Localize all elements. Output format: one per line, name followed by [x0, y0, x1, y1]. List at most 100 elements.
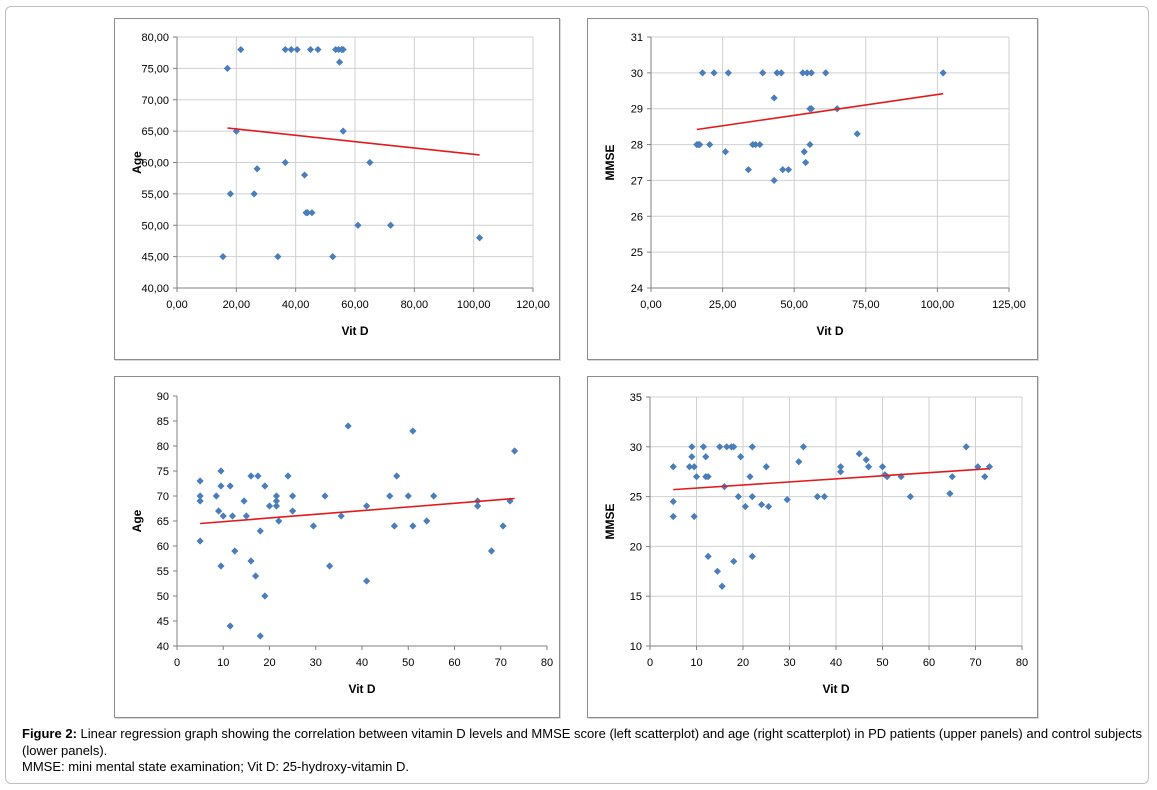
regression-line	[673, 467, 990, 491]
ytick-label: 55	[157, 566, 169, 578]
data-point	[265, 502, 274, 510]
data-point	[758, 500, 766, 509]
data-point	[974, 463, 982, 471]
xtick-label: 100,00	[457, 299, 491, 311]
data-point	[802, 158, 810, 167]
data-point	[409, 427, 417, 435]
ytick-label: 90	[157, 391, 169, 403]
data-point	[228, 512, 237, 520]
data-point	[261, 482, 269, 490]
data-point	[309, 522, 318, 530]
data-point	[669, 463, 677, 471]
y-axis-title: MMSE	[603, 504, 617, 540]
data-point	[252, 572, 260, 580]
data-point	[699, 443, 708, 451]
data-point	[231, 547, 239, 555]
data-point	[770, 94, 778, 102]
data-point	[806, 140, 814, 149]
data-point	[713, 567, 722, 575]
data-point	[272, 502, 281, 510]
xtick-label: 60	[923, 657, 935, 669]
caption-lead: Figure 2:	[22, 726, 77, 741]
data-point	[813, 493, 821, 501]
data-point	[337, 512, 345, 520]
data-point	[404, 492, 412, 500]
data-point	[897, 473, 905, 481]
xtick-label: 120,00	[516, 299, 550, 311]
xtick-label: 50	[876, 657, 888, 669]
xtick-label: 0,00	[166, 299, 187, 311]
data-point	[748, 443, 756, 451]
xtick-label: 80,00	[401, 299, 429, 311]
data-point	[981, 473, 989, 481]
ytick-label: 28	[631, 140, 643, 152]
regression-line	[696, 92, 944, 131]
ytick-label: 75	[157, 466, 169, 478]
ytick-label: 35	[630, 392, 642, 404]
data-point	[746, 473, 754, 481]
data-point	[730, 557, 738, 565]
data-point	[281, 158, 289, 167]
data-point	[250, 190, 258, 198]
ytick-label: 25	[631, 247, 643, 259]
data-point	[704, 473, 712, 481]
data-point	[487, 547, 496, 555]
data-point	[704, 552, 712, 560]
data-point	[321, 492, 329, 500]
data-point	[256, 632, 264, 640]
xtick-label: 10	[217, 657, 229, 669]
data-point	[366, 158, 374, 167]
data-point	[281, 45, 289, 54]
xtick-label: 50	[402, 657, 414, 669]
xtick-label: 0	[174, 657, 180, 669]
ytick-label: 20	[630, 541, 642, 553]
data-point	[196, 537, 204, 545]
data-point	[784, 166, 793, 174]
data-point	[284, 472, 292, 480]
data-point	[688, 443, 696, 451]
x-axis-title: Vit D	[822, 682, 849, 696]
data-point	[853, 130, 861, 138]
data-point	[948, 473, 956, 481]
xtick-label: 70	[969, 657, 981, 669]
ytick-label: 15	[630, 591, 642, 603]
scatter-chart-control-mmse: 10 15 20 25 30 35 0 10 20 30 40 50 60 70 80 Vit D MMSE	[603, 392, 1028, 696]
data-point	[741, 502, 749, 511]
data-point	[822, 69, 830, 77]
data-point	[688, 453, 696, 461]
ytick-label: 60,00	[141, 158, 169, 170]
data-point	[363, 502, 371, 510]
panel-control-mmse: 10 15 20 25 30 35 0 10 20 30 40 50 60 70 80 Vit D MMSE	[587, 376, 1038, 718]
data-point	[864, 463, 873, 471]
data-point	[820, 493, 828, 501]
figure-caption: Figure 2: Linear regression graph showin…	[22, 726, 1142, 776]
data-point	[196, 477, 204, 485]
ytick-label: 29	[631, 104, 643, 116]
panel-pd-mmse: 24 25 26 27 28 29 30 31 0,00 25,00 50,00 75,00 100,0…	[587, 18, 1038, 360]
data-point	[217, 467, 225, 475]
data-point	[314, 45, 322, 54]
data-point	[393, 472, 401, 480]
data-point	[326, 562, 334, 570]
data-point	[223, 64, 232, 72]
data-point	[287, 45, 295, 54]
data-point	[219, 253, 227, 261]
xtick-label: 0,00	[640, 299, 661, 311]
y-axis-title: Age	[130, 509, 144, 532]
data-point	[724, 69, 732, 77]
data-point	[770, 176, 778, 185]
data-point	[226, 622, 234, 630]
data-point	[837, 463, 845, 471]
data-point	[883, 473, 891, 481]
data-point	[807, 69, 815, 77]
xtick-label: 40,00	[282, 299, 310, 311]
data-point	[744, 166, 752, 174]
data-point	[308, 209, 316, 217]
data-point	[734, 493, 742, 501]
xtick-label: 25,00	[709, 299, 737, 311]
data-point	[499, 522, 507, 530]
ytick-label: 24	[631, 283, 643, 295]
scatter-chart-pd-age: 40,00 45,00 50,00 55,00 60,00 65,00 70,00 75,00…	[130, 32, 550, 338]
data-point	[764, 502, 773, 511]
ytick-label: 30	[630, 442, 642, 454]
